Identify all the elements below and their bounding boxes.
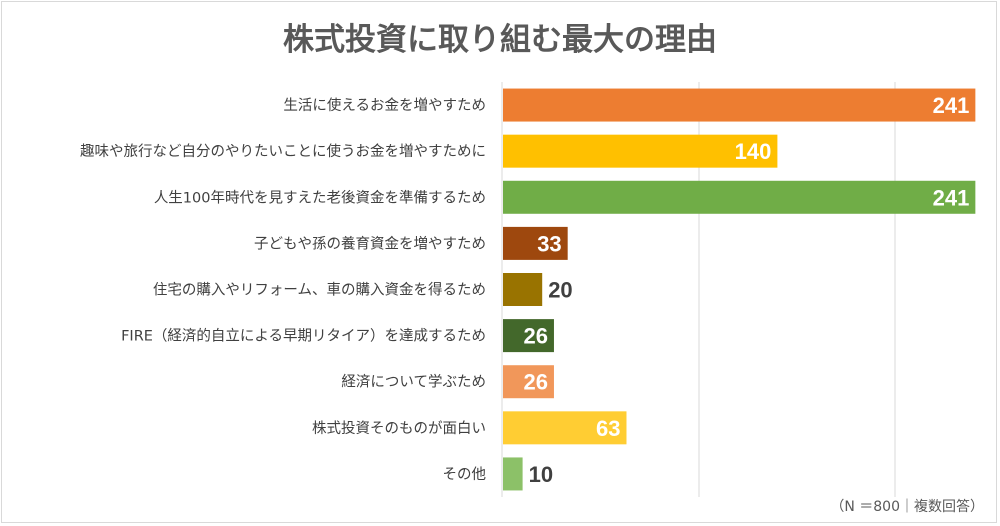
bar <box>503 180 976 214</box>
data-label: 241 <box>933 185 970 210</box>
chart-title: 株式投資に取り組む最大の理由 <box>283 22 717 58</box>
data-label: 140 <box>735 139 772 164</box>
category-label: FIRE（経済的自立による早期リタイア）を達成するため <box>121 328 486 345</box>
data-label: 26 <box>523 370 547 395</box>
category-label: 趣味や旅行など自分のやりたいことに使うお金を増やすために <box>80 143 486 160</box>
bar <box>503 226 568 260</box>
data-label: 20 <box>548 278 572 303</box>
bar <box>503 365 554 399</box>
category-label: 人生100年時代を見すえた老後資金を準備するため <box>154 189 486 206</box>
category-label: 住宅の購入やリフォーム、車の購入資金を得るため <box>153 282 486 299</box>
category-label: 子どもや孫の養育資金を増やすため <box>254 234 486 252</box>
data-label: 33 <box>537 231 561 256</box>
bar <box>503 319 554 353</box>
bar <box>503 273 543 306</box>
data-label: 63 <box>596 416 620 441</box>
bar <box>503 457 523 491</box>
category-label: 経済について学ぶため <box>341 374 486 391</box>
bar <box>503 88 976 122</box>
category-label: その他 <box>443 466 487 483</box>
data-label: 26 <box>523 324 547 349</box>
sample-note: （N ＝800｜複数回答） <box>830 499 984 515</box>
data-label: 10 <box>529 462 553 487</box>
category-label: 生活に使えるお金を増やすため <box>283 97 486 114</box>
data-label: 241 <box>933 93 970 118</box>
bar <box>503 134 778 168</box>
bar <box>503 411 627 445</box>
category-label: 株式投資そのものが面白い <box>312 420 486 437</box>
